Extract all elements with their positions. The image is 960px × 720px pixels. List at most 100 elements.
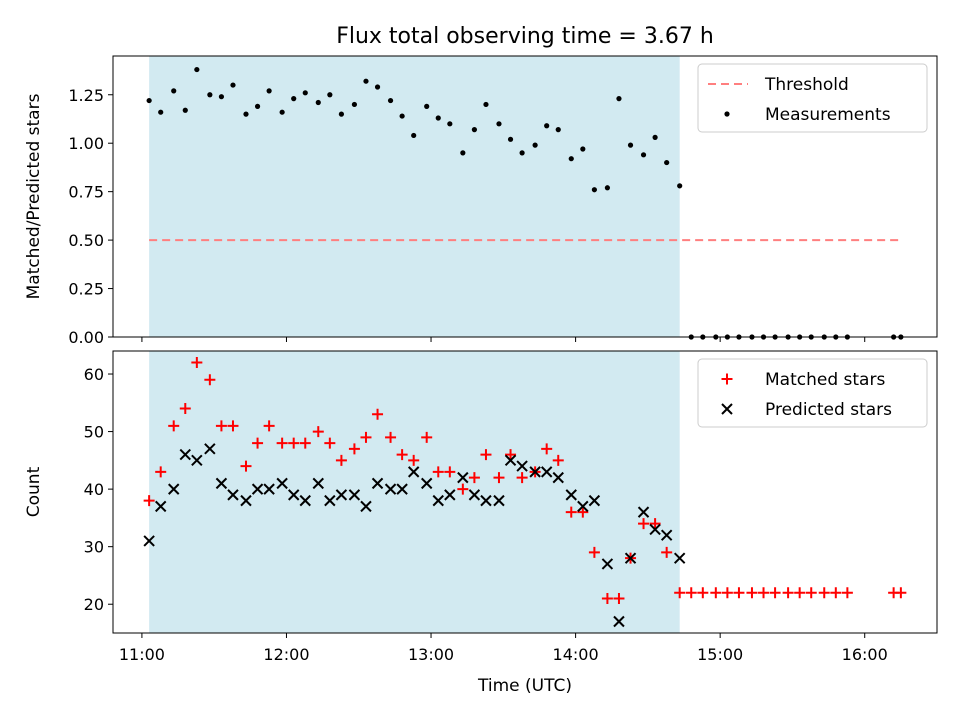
data-point — [215, 420, 227, 432]
data-point — [327, 92, 333, 98]
legend: Threshold Measurements — [697, 63, 928, 133]
data-point — [146, 97, 152, 104]
data-point — [168, 420, 180, 432]
data-point — [746, 587, 758, 599]
y-tick-label: 0.00 — [68, 328, 104, 347]
data-point — [324, 437, 336, 449]
data-point — [507, 136, 514, 142]
data-point — [351, 101, 358, 108]
data-point — [324, 494, 336, 507]
observing-window-band — [149, 56, 680, 337]
data-point — [544, 123, 550, 129]
data-point — [348, 443, 360, 455]
y-tick-label: 40 — [84, 480, 104, 499]
data-point — [335, 454, 347, 466]
data-point — [207, 92, 213, 98]
data-point — [227, 489, 239, 501]
data-point — [673, 552, 686, 564]
data-point — [710, 587, 722, 599]
bottom-panel: 20 30 40 50 60 11:00 12:00 13:00 14:00 15:00 16:00… — [24, 350, 938, 696]
data-point — [444, 466, 456, 478]
data-point — [652, 134, 658, 140]
data-point — [637, 506, 650, 518]
data-point — [782, 587, 794, 599]
data-point — [640, 152, 647, 158]
data-point — [387, 97, 394, 104]
data-point — [312, 477, 324, 490]
data-point — [480, 494, 492, 507]
legend-swatch — [724, 111, 730, 117]
data-point — [493, 472, 505, 484]
data-point — [638, 518, 650, 530]
data-point — [841, 587, 853, 599]
data-point — [468, 472, 480, 484]
legend-swatch — [721, 373, 733, 385]
data-point — [171, 88, 177, 94]
data-point — [769, 587, 781, 599]
data-point — [143, 495, 155, 507]
data-point — [505, 449, 517, 461]
data-point — [895, 587, 907, 599]
data-point — [685, 587, 697, 599]
data-point — [266, 88, 272, 94]
observing-window-band — [149, 351, 680, 633]
data-point — [758, 587, 770, 599]
x-tick-label: 14:00 — [553, 645, 599, 664]
data-point — [468, 489, 481, 501]
data-point — [252, 437, 264, 449]
data-point — [794, 587, 806, 599]
data-point — [243, 111, 249, 117]
data-point — [588, 546, 600, 558]
y-tick-label: 1.00 — [68, 134, 104, 153]
series-measurements — [146, 66, 904, 340]
data-point — [155, 466, 167, 478]
data-point — [721, 587, 733, 599]
x-tick-label: 11:00 — [119, 645, 165, 664]
data-point — [568, 156, 574, 162]
data-point — [616, 96, 622, 102]
data-point — [372, 408, 384, 420]
data-point — [601, 558, 614, 570]
data-point — [204, 443, 216, 455]
data-point — [374, 84, 381, 90]
data-point — [480, 449, 492, 461]
data-point — [830, 587, 842, 599]
legend-label: Measurements — [765, 105, 891, 125]
data-point — [565, 489, 577, 501]
data-point — [363, 78, 369, 84]
data-point — [457, 471, 469, 484]
top-panel: 0.00 0.25 0.50 0.75 1.00 1.25 Matched/Predicte… — [24, 55, 938, 347]
legend: Matched stars Predicted stars — [697, 358, 928, 428]
data-point — [299, 437, 311, 449]
data-point — [263, 420, 275, 432]
data-point — [230, 82, 236, 88]
data-point — [338, 111, 345, 117]
data-point — [552, 471, 564, 484]
legend-box — [697, 63, 928, 133]
data-point — [483, 101, 489, 108]
data-point — [287, 489, 300, 501]
data-point — [697, 587, 709, 599]
data-point — [565, 506, 577, 518]
y-axis-label: Count — [24, 466, 44, 517]
data-point — [674, 587, 686, 599]
data-point — [677, 183, 683, 189]
data-point — [540, 466, 553, 478]
series-matched-stars — [143, 357, 907, 604]
data-point — [420, 477, 433, 490]
data-point — [624, 552, 637, 564]
data-point — [613, 592, 625, 604]
data-point — [805, 587, 817, 599]
y-tick-label: 0.50 — [68, 231, 104, 250]
data-point — [360, 431, 372, 443]
data-point — [204, 374, 216, 386]
data-point — [384, 483, 397, 495]
data-point — [218, 94, 225, 100]
data-point — [532, 142, 538, 148]
data-point — [335, 489, 348, 501]
x-axis-label: Time (UTC) — [477, 676, 572, 696]
data-point — [179, 448, 191, 461]
data-point — [424, 103, 430, 109]
data-point — [471, 127, 478, 133]
